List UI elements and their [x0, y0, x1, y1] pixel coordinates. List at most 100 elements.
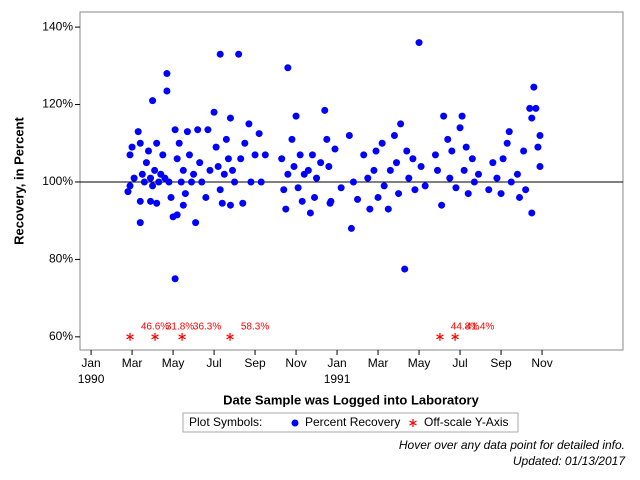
- data-point[interactable]: [241, 139, 249, 147]
- data-point[interactable]: [321, 106, 329, 114]
- data-point[interactable]: [532, 104, 540, 112]
- data-point[interactable]: [392, 159, 400, 167]
- data-point[interactable]: [536, 132, 544, 140]
- data-point[interactable]: [306, 209, 314, 217]
- data-point[interactable]: [534, 143, 542, 151]
- data-point[interactable]: [151, 166, 159, 174]
- data-point[interactable]: [390, 132, 398, 140]
- data-point[interactable]: [290, 162, 298, 170]
- data-point[interactable]: [327, 197, 335, 205]
- data-point[interactable]: [247, 178, 255, 186]
- data-point[interactable]: [503, 139, 511, 147]
- off-scale-point[interactable]: [151, 332, 159, 341]
- data-point[interactable]: [202, 193, 210, 201]
- data-point[interactable]: [370, 166, 378, 174]
- data-point[interactable]: [284, 170, 292, 178]
- data-point[interactable]: [149, 97, 157, 105]
- data-point[interactable]: [325, 162, 333, 170]
- data-point[interactable]: [278, 155, 286, 163]
- off-scale-point[interactable]: [226, 332, 234, 341]
- data-point[interactable]: [237, 155, 245, 163]
- data-point[interactable]: [497, 190, 505, 198]
- data-point[interactable]: [438, 201, 446, 209]
- data-point[interactable]: [386, 166, 394, 174]
- data-point[interactable]: [446, 174, 454, 182]
- data-point[interactable]: [210, 108, 218, 116]
- data-point[interactable]: [144, 147, 152, 155]
- off-scale-point[interactable]: [451, 332, 459, 341]
- off-scale-point[interactable]: [436, 332, 444, 341]
- data-point[interactable]: [257, 178, 265, 186]
- data-point[interactable]: [366, 205, 374, 213]
- data-point[interactable]: [163, 70, 171, 78]
- data-point[interactable]: [380, 182, 388, 190]
- data-point[interactable]: [444, 135, 452, 143]
- data-point[interactable]: [331, 145, 339, 153]
- data-point[interactable]: [354, 195, 362, 203]
- data-point[interactable]: [181, 190, 189, 198]
- data-point[interactable]: [167, 193, 175, 201]
- data-point[interactable]: [440, 112, 448, 120]
- data-point[interactable]: [298, 197, 306, 205]
- data-point[interactable]: [513, 170, 521, 178]
- data-point[interactable]: [216, 186, 224, 194]
- data-point[interactable]: [153, 199, 161, 207]
- data-point[interactable]: [284, 64, 292, 72]
- data-point[interactable]: [175, 139, 183, 147]
- data-point[interactable]: [395, 190, 403, 198]
- data-point[interactable]: [229, 166, 237, 174]
- data-point[interactable]: [192, 219, 200, 227]
- data-point[interactable]: [499, 155, 507, 163]
- data-point[interactable]: [507, 178, 515, 186]
- data-point[interactable]: [147, 174, 155, 182]
- data-point[interactable]: [179, 166, 187, 174]
- data-point[interactable]: [204, 126, 212, 134]
- data-point[interactable]: [138, 170, 146, 178]
- data-point[interactable]: [421, 182, 429, 190]
- data-point[interactable]: [163, 87, 171, 95]
- data-point[interactable]: [179, 201, 187, 209]
- data-point[interactable]: [374, 193, 382, 201]
- data-point[interactable]: [456, 124, 464, 132]
- data-point[interactable]: [214, 162, 222, 170]
- data-point[interactable]: [470, 178, 478, 186]
- data-point[interactable]: [409, 155, 417, 163]
- data-point[interactable]: [128, 143, 136, 151]
- data-point[interactable]: [226, 201, 234, 209]
- data-point[interactable]: [296, 151, 304, 159]
- data-point[interactable]: [165, 178, 173, 186]
- data-point[interactable]: [212, 143, 220, 151]
- data-point[interactable]: [372, 147, 380, 155]
- data-point[interactable]: [317, 159, 325, 167]
- data-point[interactable]: [401, 265, 409, 273]
- data-point[interactable]: [251, 151, 259, 159]
- off-scale-point[interactable]: [178, 332, 186, 341]
- data-point[interactable]: [216, 50, 224, 58]
- data-point[interactable]: [349, 178, 357, 186]
- data-point[interactable]: [126, 182, 134, 190]
- data-point[interactable]: [405, 174, 413, 182]
- data-point[interactable]: [528, 209, 536, 217]
- data-point[interactable]: [347, 224, 355, 232]
- data-point[interactable]: [288, 135, 296, 143]
- data-point[interactable]: [526, 104, 534, 112]
- data-point[interactable]: [206, 166, 214, 174]
- data-point[interactable]: [190, 170, 198, 178]
- data-point[interactable]: [505, 128, 513, 136]
- data-point[interactable]: [134, 128, 142, 136]
- data-point[interactable]: [149, 182, 157, 190]
- data-point[interactable]: [124, 188, 132, 196]
- data-point[interactable]: [196, 159, 204, 167]
- data-point[interactable]: [530, 83, 538, 91]
- data-point[interactable]: [397, 120, 405, 128]
- off-scale-point[interactable]: [126, 332, 134, 341]
- data-point[interactable]: [292, 112, 300, 120]
- data-point[interactable]: [188, 178, 196, 186]
- data-point[interactable]: [194, 126, 202, 134]
- data-point[interactable]: [222, 135, 230, 143]
- data-point[interactable]: [515, 193, 523, 201]
- data-point[interactable]: [311, 193, 319, 201]
- data-point[interactable]: [153, 139, 161, 147]
- data-point[interactable]: [261, 151, 269, 159]
- data-point[interactable]: [136, 139, 144, 147]
